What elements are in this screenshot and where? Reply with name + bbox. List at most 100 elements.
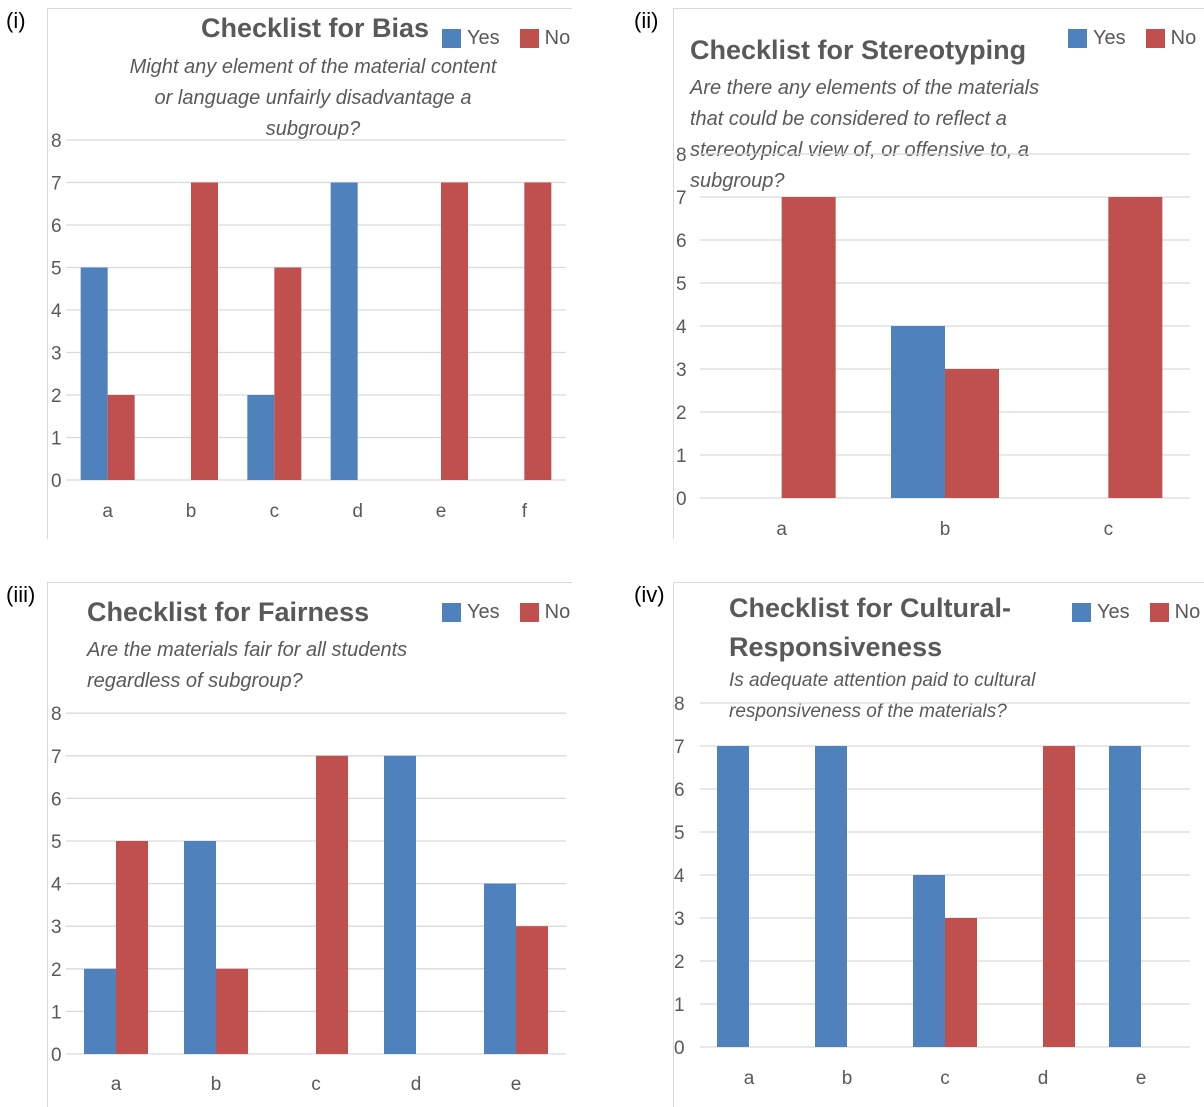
y-tick-label: 1 — [51, 429, 62, 450]
legend-item-no: No — [1145, 27, 1197, 50]
bar-yes-b — [891, 326, 945, 498]
chart-subtitle: Might any element of the material conten… — [48, 52, 572, 145]
chart-title: Checklist for Fairness — [87, 597, 370, 627]
y-tick-label: 1 — [676, 446, 687, 467]
y-tick-label: 4 — [51, 875, 62, 896]
title-line: Responsiveness — [729, 632, 943, 662]
legend-swatch-yes — [442, 29, 461, 48]
bar-no-b — [945, 369, 999, 498]
x-category-label: d — [352, 501, 363, 522]
bar-no-c — [274, 267, 302, 480]
x-category-label: b — [940, 519, 951, 540]
bar-no-b — [216, 968, 248, 1054]
y-tick-label: 7 — [51, 747, 62, 768]
chart-title: Checklist for Stereotyping — [690, 35, 1027, 65]
x-category-label: e — [1136, 1068, 1147, 1089]
subtitle-line: stereotypical view of, or offensive to, … — [690, 139, 1030, 161]
legend-swatch-yes — [1072, 603, 1091, 622]
bar-yes-a — [80, 267, 108, 480]
bar-yes-a — [717, 746, 749, 1047]
legend-item-no: No — [1149, 601, 1200, 624]
chart-legend: Yes No — [1068, 27, 1204, 50]
chart-subtitle: Is adequate attention paid to cultural r… — [729, 665, 1035, 727]
y-tick-label: 8 — [674, 694, 685, 715]
y-tick-label: 4 — [676, 317, 687, 338]
bar-no-f — [524, 182, 552, 480]
x-category-label: c — [1104, 519, 1114, 540]
y-tick-label: 7 — [674, 737, 685, 758]
subtitle-line: subgroup? — [690, 170, 785, 192]
bar-no-d — [1043, 746, 1075, 1047]
x-category-label: b — [186, 501, 197, 522]
x-category-label: c — [311, 1074, 321, 1095]
subtitle-line: regardless of subgroup? — [87, 670, 303, 692]
y-tick-label: 2 — [676, 403, 687, 424]
x-category-label: f — [522, 501, 528, 522]
x-category-label: e — [436, 501, 447, 522]
bar-yes-c — [913, 875, 945, 1047]
bar-yes-a — [84, 968, 116, 1054]
x-category-label: a — [776, 519, 787, 540]
panel-tag: (i) — [6, 8, 26, 33]
y-tick-label: 7 — [676, 188, 687, 209]
legend-swatch-no — [519, 29, 539, 48]
legend-item-no: No — [519, 27, 570, 50]
bar-yes-d — [330, 182, 358, 480]
legend-item-no: No — [519, 601, 571, 624]
x-category-label: a — [111, 1074, 122, 1095]
legend-label-yes: Yes — [1097, 601, 1130, 623]
subtitle-line: or language unfairly disadvantage a — [154, 87, 472, 109]
legend-item-yes: Yes — [1072, 601, 1130, 624]
legend-item-yes: Yes — [1068, 27, 1126, 50]
subtitle-line: Is adequate attention paid to cultural — [729, 670, 1036, 691]
legend-item-yes: Yes — [442, 27, 500, 50]
subtitle-line: that could be considered to reflect a — [690, 108, 1007, 130]
y-tick-label: 5 — [676, 274, 687, 295]
subtitle-line: subgroup? — [265, 118, 361, 140]
y-tick-label: 0 — [51, 1045, 62, 1066]
bar-no-c — [1108, 197, 1163, 498]
title-line: Checklist for Cultural- — [729, 593, 1012, 623]
x-category-label: a — [102, 501, 113, 522]
legend-swatch-no — [1145, 29, 1165, 48]
subtitle-line: Are there any elements of the materials — [690, 77, 1040, 99]
bar-yes-d — [384, 755, 416, 1054]
y-tick-label: 0 — [674, 1038, 685, 1059]
legend-item-yes: Yes — [442, 601, 500, 624]
chart-title: Checklist for Cultural- Responsiveness — [729, 589, 1011, 667]
legend-label-yes: Yes — [467, 601, 500, 623]
subtitle-line: Might any element of the material conten… — [129, 56, 497, 78]
x-category-label: c — [270, 501, 280, 522]
bar-yes-e — [484, 883, 516, 1054]
y-tick-label: 6 — [51, 216, 62, 237]
legend-label-no: No — [544, 601, 571, 623]
legend-swatch-yes — [1068, 29, 1087, 48]
bar-yes-b — [184, 841, 216, 1054]
legend-swatch-no — [519, 603, 539, 622]
y-tick-label: 8 — [51, 704, 62, 725]
bar-no-e — [516, 926, 548, 1054]
y-tick-label: 3 — [51, 917, 62, 938]
y-tick-label: 7 — [51, 174, 62, 195]
y-tick-label: 5 — [674, 823, 685, 844]
y-tick-label: 3 — [51, 344, 62, 365]
legend-label-no: No — [1170, 27, 1197, 49]
chart-legend: Yes No — [442, 27, 572, 50]
x-category-label: d — [411, 1074, 422, 1095]
y-tick-label: 1 — [51, 1002, 62, 1023]
bar-no-a — [107, 395, 135, 480]
chart-legend: Yes No — [442, 601, 572, 624]
chart-subtitle: Are the materials fair for all students … — [87, 635, 407, 697]
x-category-label: a — [744, 1068, 755, 1089]
y-tick-label: 4 — [674, 866, 685, 887]
subtitle-line: Are the materials fair for all students — [87, 639, 408, 661]
y-tick-label: 8 — [51, 131, 62, 152]
bar-no-e — [441, 182, 468, 480]
bar-no-c — [316, 755, 348, 1054]
y-tick-label: 6 — [51, 789, 62, 810]
chart-subtitle: Are there any elements of the materials … — [690, 73, 1039, 197]
chart-title: Checklist for Bias — [201, 13, 430, 43]
